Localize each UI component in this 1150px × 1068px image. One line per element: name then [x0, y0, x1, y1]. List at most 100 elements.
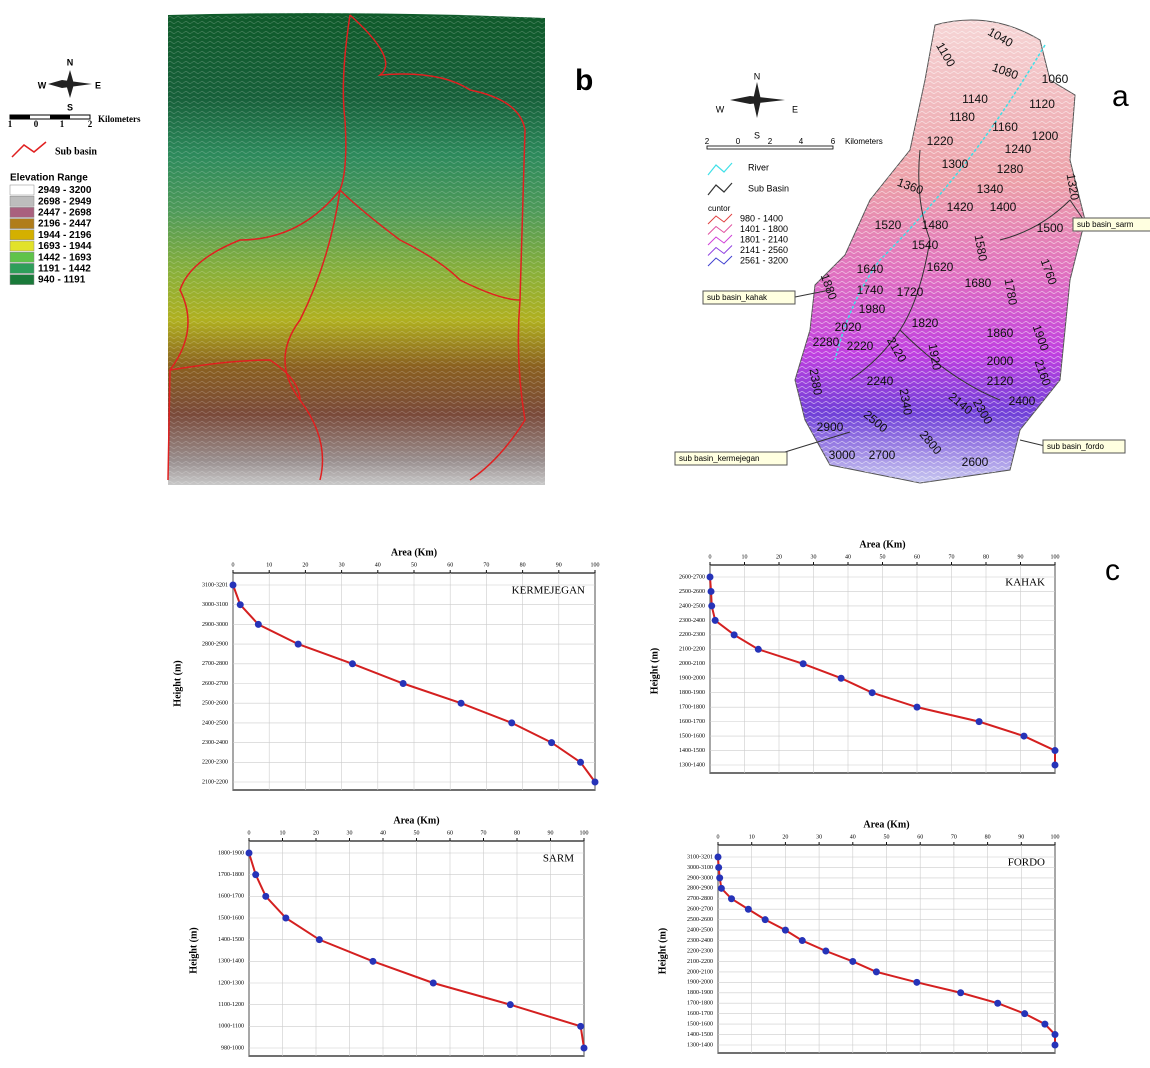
river: [834, 44, 1046, 361]
y-tick-label: 2600-2700: [687, 907, 713, 913]
y-tick-label: 2500-2600: [687, 917, 713, 923]
data-point: [711, 616, 719, 624]
data-point: [548, 739, 556, 747]
legend-swatch: [9, 218, 35, 229]
y-tick-label: 2300-2400: [679, 618, 705, 624]
compass-label: E: [95, 80, 101, 90]
data-point: [837, 674, 845, 682]
y-tick-label: 2100-2200: [687, 959, 713, 965]
legend-label: 2949 - 3200: [38, 185, 92, 196]
x-tick-label: 10: [266, 562, 272, 568]
data-point: [1051, 1031, 1059, 1039]
contour-label: 1060: [1042, 72, 1069, 86]
data-point: [975, 718, 983, 726]
legend-label: 980 - 1400: [740, 213, 783, 223]
data-point: [868, 689, 876, 697]
legend-label: 2698 - 2949: [38, 196, 92, 207]
contour-label: 1320: [1064, 172, 1082, 201]
contour-label: 1720: [897, 285, 924, 299]
data-point: [708, 602, 716, 610]
x-axis-title: Area (Km): [863, 819, 909, 830]
legend-title: Elevation Range: [10, 173, 88, 184]
y-tick-label: 3100-3201: [202, 582, 228, 588]
legend-label: 2447 - 2698: [38, 208, 92, 219]
contour-label: 1240: [1005, 142, 1032, 156]
data-point: [577, 758, 585, 766]
data-point: [315, 936, 323, 944]
data-point: [913, 978, 921, 986]
scale-unit: Kilometers: [845, 137, 883, 146]
legend-symbol: [707, 213, 733, 225]
y-tick-label: 2400-2500: [679, 603, 705, 609]
data-point: [798, 937, 806, 945]
y-tick-label: 2700-2800: [687, 896, 713, 902]
x-tick-label: 20: [313, 830, 319, 836]
legend-title: cuntor: [708, 204, 731, 213]
contour-label: 1580: [972, 233, 990, 262]
contour-label: 2120: [987, 374, 1014, 388]
legend-label: 1944 - 2196: [38, 230, 92, 241]
data-point: [913, 703, 921, 711]
y-tick-label: 1600-1700: [679, 719, 705, 725]
x-tick-label: 30: [811, 554, 817, 560]
chart-title: KAHAK: [1005, 577, 1045, 589]
map-b-legend: N E S W 1 0 1 2 Kilometers Sub basin Ele…: [8, 57, 141, 285]
y-tick-label: 1800-1900: [218, 850, 244, 856]
x-tick-label: 30: [816, 834, 822, 840]
map-a-legend: N E S W 2 0 2 4 6 Kilometers River Sub B…: [705, 71, 883, 267]
panel-label: b: [575, 64, 593, 97]
contour-label: 2280: [813, 335, 840, 349]
contour-label: 1300: [942, 157, 969, 171]
data-point: [282, 914, 290, 922]
data-point: [744, 905, 752, 913]
y-tick-label: 1800-1900: [687, 990, 713, 996]
map-b: [167, 13, 545, 485]
sub-basin-symbol: [11, 141, 47, 158]
contour-label: 1520: [875, 218, 902, 232]
compass-label: W: [716, 104, 725, 114]
data-point: [1051, 747, 1059, 755]
x-tick-label: 0: [717, 834, 720, 840]
data-point: [369, 957, 377, 965]
callout: sub basin_kahak: [707, 293, 768, 302]
data-point: [706, 573, 714, 581]
y-tick-label: 2400-2500: [202, 720, 228, 726]
y-tick-label: 2900-3000: [687, 875, 713, 881]
data-point: [348, 660, 356, 668]
legend-label: 1401 - 1800: [740, 224, 788, 234]
sub-basin-symbol: [707, 182, 733, 196]
x-tick-label: 90: [548, 830, 554, 836]
y-tick-label: 1400-1500: [687, 1032, 713, 1038]
contour-label: 1480: [922, 218, 949, 232]
terrain-texture: [168, 13, 545, 485]
y-tick-label: 2900-3000: [202, 622, 228, 628]
x-tick-label: 100: [1051, 834, 1060, 840]
data-point: [508, 719, 516, 727]
x-tick-label: 20: [776, 554, 782, 560]
chart-title: FORDO: [1008, 857, 1045, 869]
contour-label: 1400: [990, 200, 1017, 214]
legend-label: 1191 - 1442: [38, 264, 91, 275]
scale-label: 6: [831, 137, 836, 146]
contour-label: 2380: [807, 367, 825, 396]
chart-title: SARM: [543, 853, 574, 865]
data-point: [294, 640, 302, 648]
sub-basin-boundaries: [849, 149, 1071, 401]
legend-label: Sub basin: [55, 146, 97, 157]
x-tick-label: 80: [983, 554, 989, 560]
y-tick-label: 1500-1600: [218, 915, 244, 921]
data-point: [715, 863, 723, 871]
y-tick-label: 2300-2400: [687, 938, 713, 944]
contour-label: 2400: [1009, 394, 1036, 408]
data-point: [994, 999, 1002, 1007]
y-tick-label: 980-1000: [221, 1045, 244, 1051]
compass-label: S: [754, 130, 760, 140]
x-tick-label: 100: [580, 830, 589, 836]
y-tick-label: 2700-2800: [202, 661, 228, 667]
x-tick-label: 80: [985, 834, 991, 840]
contour-label: 1620: [927, 260, 954, 274]
x-tick-label: 20: [782, 834, 788, 840]
data-point: [1020, 732, 1028, 740]
